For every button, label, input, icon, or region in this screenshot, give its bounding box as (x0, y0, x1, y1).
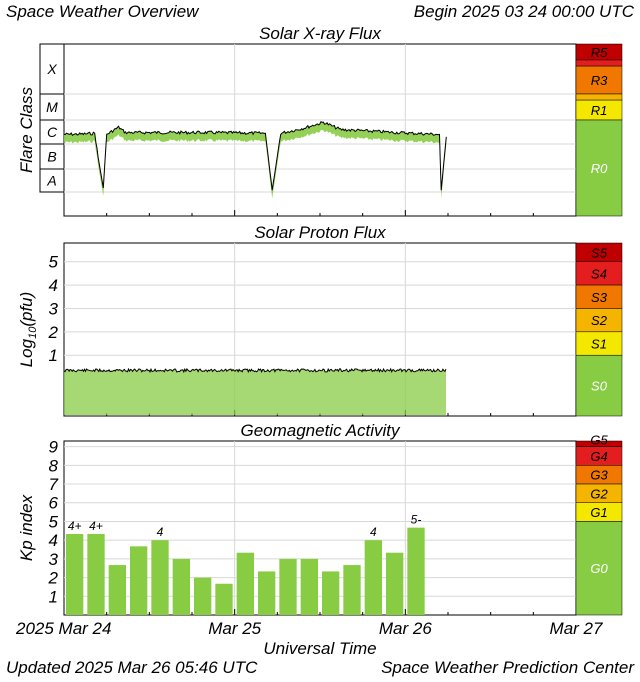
kp-bar (258, 571, 276, 615)
kp-bar (130, 546, 148, 615)
scale-r3-box (575, 65, 623, 95)
kp-y-tick-label: 2 (48, 569, 59, 588)
scale-s0-label: S0 (591, 379, 608, 394)
kp-bar (236, 552, 254, 615)
kp-bar-label: 4 (370, 525, 377, 539)
kp-bar (194, 577, 212, 615)
x-tick-label: Mar 25 (208, 619, 261, 638)
kp-bar (172, 558, 190, 615)
kp-bar-label: 4 (157, 525, 164, 539)
flare-class-b-label: B (47, 149, 56, 165)
scale-g0-box (575, 521, 623, 616)
scale-s4-label: S4 (591, 266, 607, 281)
kp-y-tick-label: 3 (49, 550, 59, 569)
flare-class-c-label: C (47, 124, 58, 140)
kp-y-tick-label: 9 (49, 438, 59, 457)
begin-timestamp: Begin 2025 03 24 00:00 UTC (413, 2, 634, 21)
x-tick-label: Mar 27 (550, 619, 603, 638)
scale-r5-label: R5 (591, 45, 608, 60)
scale-r2-box (575, 93, 623, 101)
proton-y-tick-label: 5 (49, 253, 59, 272)
prediction-center-name: Space Weather Prediction Center (381, 658, 634, 677)
kp-bar (151, 540, 169, 615)
updated-timestamp: Updated 2025 Mar 26 05:46 UTC (6, 658, 258, 677)
scale-g4-label: G4 (590, 449, 607, 464)
flare-class-x-label: X (46, 61, 57, 77)
kp-bar (108, 565, 126, 615)
panel-title: Solar Proton Flux (254, 223, 386, 242)
kp-y-tick-label: 8 (49, 456, 59, 475)
proton-y-tick-label: 2 (48, 323, 59, 342)
scale-s5-label: S5 (591, 245, 608, 260)
kp-y-tick-label: 7 (49, 475, 59, 494)
scale-g5-label: G5 (590, 433, 608, 448)
proton-y-tick-label: 3 (49, 299, 59, 318)
proton-flux-line (63, 367, 447, 374)
x-axis-label: Universal Time (263, 639, 376, 658)
kp-y-tick-label: 1 (49, 587, 58, 606)
proton-y-tick-label: 1 (49, 346, 58, 365)
flare-class-m-label: M (46, 99, 58, 115)
page-title: Space Weather Overview (6, 2, 199, 21)
flare-class-box (39, 43, 65, 193)
y-axis-label: Kp index (17, 494, 36, 561)
scale-r3-label: R3 (591, 73, 608, 88)
scale-g2-label: G2 (590, 486, 608, 501)
scale-r0-box (575, 119, 623, 217)
flare-class-a-label: A (46, 173, 56, 189)
scale-r4-box (575, 59, 623, 67)
scale-r0-label: R0 (591, 161, 608, 176)
kp-bar (386, 552, 404, 615)
scale-g0-label: G0 (590, 561, 608, 576)
scale-s2-label: S2 (591, 313, 608, 328)
proton-flux-fill (64, 368, 446, 415)
kp-y-tick-label: 5 (49, 512, 59, 531)
kp-bar (364, 540, 382, 615)
panel-title: Solar X-ray Flux (259, 24, 381, 43)
scale-s3-label: S3 (591, 290, 608, 305)
kp-bar (87, 533, 105, 615)
x-tick-label: Mar 26 (379, 619, 432, 638)
kp-bar (343, 565, 361, 615)
scale-s1-label: S1 (591, 337, 607, 352)
scale-g1-label: G1 (590, 505, 607, 520)
kp-y-tick-label: 6 (49, 494, 59, 513)
kp-bar-label: 4+ (89, 519, 103, 533)
kp-bar (215, 583, 233, 615)
scale-g3-label: G3 (590, 468, 608, 483)
scale-s0-box (575, 354, 623, 417)
kp-y-tick-label: 4 (49, 531, 58, 550)
y-axis-label: Flare Class (17, 87, 36, 173)
proton-y-tick-label: 4 (49, 276, 58, 295)
scale-r1-label: R1 (591, 103, 608, 118)
time-axis: 2025 Mar 24 Mar 25 Mar 26 Mar 27 Universal T… (15, 619, 603, 658)
proton-y-axis-label: Log10(pfu) (17, 292, 39, 368)
kp-bar (407, 527, 425, 615)
plot-frame (63, 440, 577, 616)
kp-bar (322, 571, 340, 615)
kp-bar-label: 4+ (68, 519, 82, 533)
proton-panel: Solar Proton Flux Log10(pfu) 1 2 3 4 5 S5 S4 S3 S2… (17, 223, 623, 417)
xray-flux-band (64, 121, 447, 199)
x-tick-label: 2025 Mar 24 (15, 619, 111, 638)
kp-bar-label: 5- (411, 513, 422, 527)
panel-title: Geomagnetic Activity (240, 421, 401, 440)
kp-bar (66, 533, 84, 615)
kp-bar (300, 558, 318, 615)
kp-bar (279, 558, 297, 615)
xray-flux-line (63, 121, 447, 191)
